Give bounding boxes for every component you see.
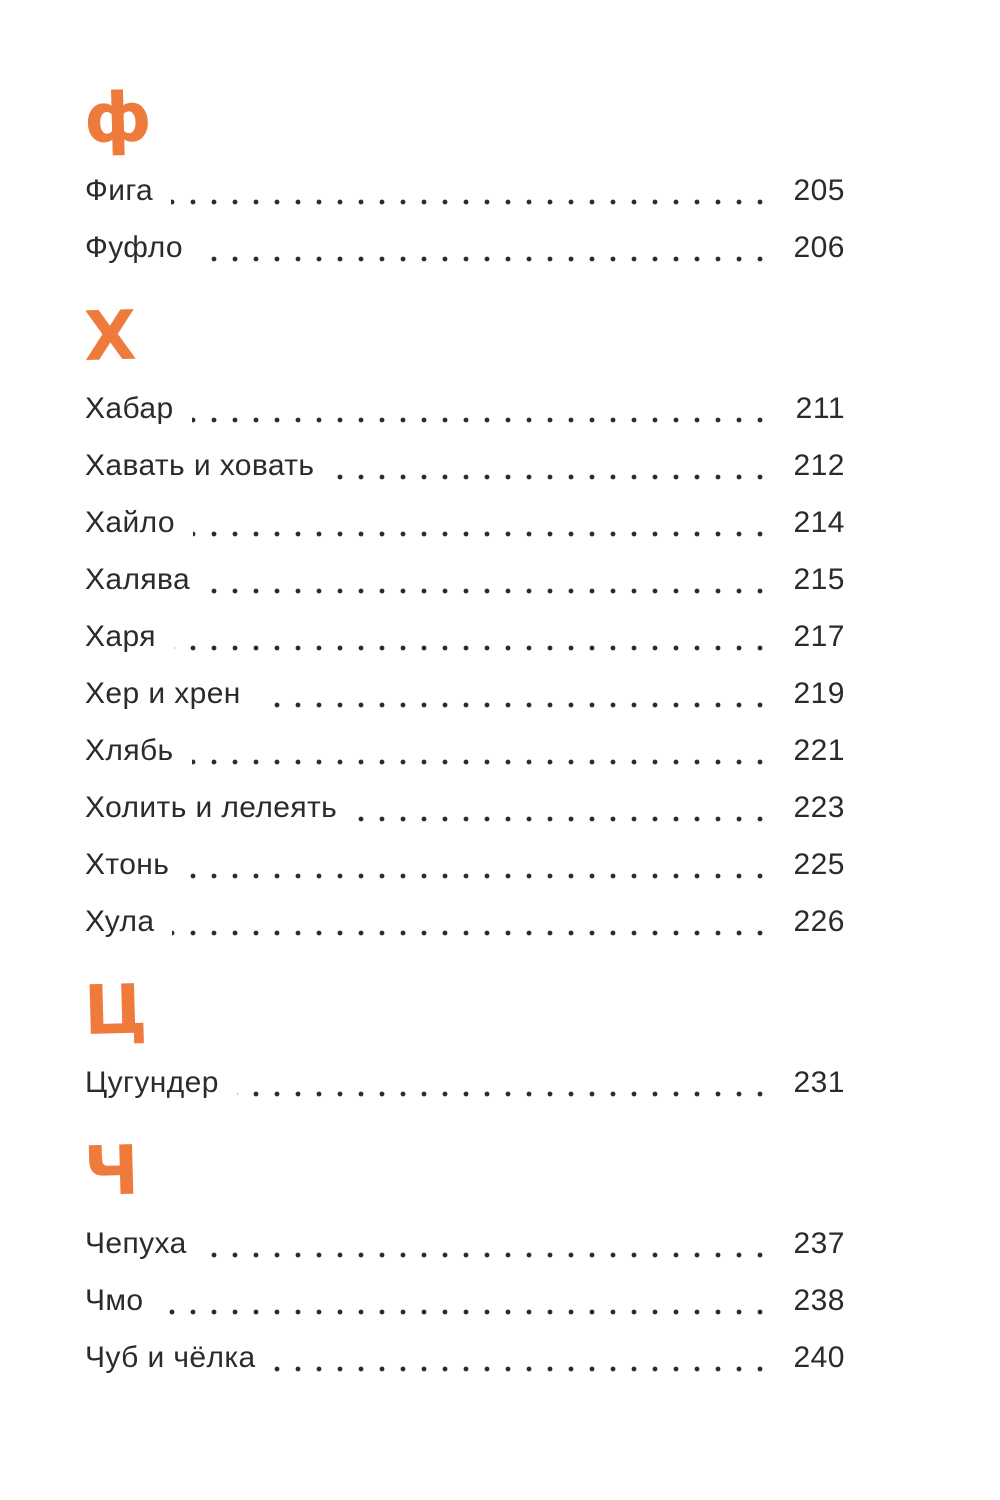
entry-title: Харя [85, 619, 174, 654]
toc-entry-row: Хер и хрен 219 [85, 665, 845, 722]
entry-title: Хтонь [85, 847, 188, 882]
entry-page-number: 231 [773, 1065, 845, 1100]
toc-entry-row: Хавать и ховать 212 [85, 437, 845, 494]
entry-title: Хайло [85, 505, 193, 540]
entry-page-number: 240 [773, 1340, 845, 1375]
entry-page-number: 238 [773, 1283, 845, 1318]
entry-title: Холить и лелеять [85, 790, 356, 825]
section-entries: Чепуха 237 Чмо 238 Чуб и чёлка 240 [85, 1215, 845, 1386]
toc-entry-row: Хула 226 [85, 893, 845, 950]
toc-entry-row: Хайло 214 [85, 494, 845, 551]
entry-page-number: 211 [773, 391, 845, 426]
toc-entry-row: Халява 215 [85, 551, 845, 608]
entry-title: Цугундер [85, 1065, 237, 1100]
toc-section: Ч Чепуха 237 Чмо 238 Чуб и чёлка 240 [83, 1131, 845, 1386]
entry-title: Чуб и чёлка [85, 1340, 274, 1375]
entry-page-number: 225 [773, 847, 845, 882]
toc-entry-row: Чепуха 237 [85, 1215, 845, 1272]
toc-entry-row: Холить и лелеять 223 [85, 779, 845, 836]
entry-title: Хавать и ховать [85, 448, 333, 483]
entry-page-number: 206 [773, 230, 845, 265]
toc-entry-row: Чмо 238 [85, 1272, 845, 1329]
entry-title: Фуфло [85, 230, 202, 265]
entry-page-number: 205 [773, 173, 845, 208]
toc-entry-row: Хабар 211 [85, 380, 845, 437]
section-entries: Хабар 211 Хавать и ховать 212 Хайло 214 … [85, 380, 845, 950]
toc-section: Ц Цугундер 231 [83, 970, 845, 1111]
entry-title: Хула [85, 904, 173, 939]
toc-entry-row: Харя 217 [85, 608, 845, 665]
entry-page-number: 226 [773, 904, 845, 939]
entry-title: Фига [85, 173, 172, 208]
section-entries: Цугундер 231 [85, 1054, 845, 1111]
toc-entry-row: Хтонь 225 [85, 836, 845, 893]
entry-page-number: 221 [773, 733, 845, 768]
section-letter: ф [83, 78, 153, 159]
entry-title: Чмо [85, 1283, 162, 1318]
toc-section: Х Хабар 211 Хавать и ховать 212 Хайло 21… [83, 296, 845, 950]
section-letter: Ч [83, 1131, 141, 1212]
entry-title: Хлябь [85, 733, 192, 768]
entry-page-number: 212 [773, 448, 845, 483]
entry-page-number: 223 [773, 790, 845, 825]
toc-sections: ф Фига 205 Фуфло 206 Х Хабар 211 Хавать … [83, 78, 845, 1386]
entry-page-number: 217 [773, 619, 845, 654]
entry-title: Хер и хрен [85, 676, 259, 711]
toc-entry-row: Фуфло 206 [85, 219, 845, 276]
entry-page-number: 215 [773, 562, 845, 597]
entry-page-number: 219 [773, 676, 845, 711]
entry-page-number: 237 [773, 1226, 845, 1261]
entry-title: Халява [85, 562, 209, 597]
toc-entry-row: Фига 205 [85, 162, 845, 219]
toc-section: ф Фига 205 Фуфло 206 [83, 78, 845, 276]
toc-entry-row: Чуб и чёлка 240 [85, 1329, 845, 1386]
section-letter: Х [83, 296, 138, 377]
entry-title: Хабар [85, 391, 192, 426]
entry-page-number: 214 [773, 505, 845, 540]
entry-title: Чепуха [85, 1226, 205, 1261]
section-entries: Фига 205 Фуфло 206 [85, 162, 845, 276]
toc-entry-row: Цугундер 231 [85, 1054, 845, 1111]
toc-entry-row: Хлябь 221 [85, 722, 845, 779]
section-letter: Ц [83, 970, 149, 1051]
